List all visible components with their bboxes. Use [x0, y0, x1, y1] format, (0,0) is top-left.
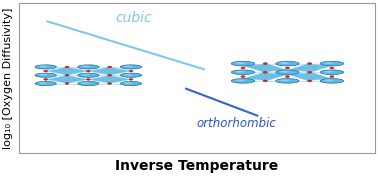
- Ellipse shape: [280, 62, 289, 64]
- Ellipse shape: [320, 61, 344, 66]
- Polygon shape: [89, 75, 130, 83]
- Circle shape: [44, 78, 48, 80]
- Circle shape: [108, 74, 112, 76]
- Ellipse shape: [231, 61, 255, 66]
- Circle shape: [129, 70, 133, 72]
- Circle shape: [65, 74, 69, 76]
- Ellipse shape: [280, 79, 289, 81]
- Circle shape: [330, 76, 334, 77]
- Polygon shape: [89, 67, 130, 75]
- Circle shape: [308, 71, 312, 73]
- Polygon shape: [46, 67, 87, 75]
- Ellipse shape: [235, 71, 245, 73]
- Ellipse shape: [35, 73, 56, 77]
- Circle shape: [65, 83, 69, 84]
- Polygon shape: [244, 73, 286, 81]
- Circle shape: [330, 67, 334, 69]
- Polygon shape: [289, 73, 330, 81]
- Ellipse shape: [276, 79, 299, 83]
- Ellipse shape: [324, 62, 334, 64]
- Ellipse shape: [78, 73, 99, 77]
- Ellipse shape: [39, 66, 47, 67]
- Polygon shape: [289, 64, 330, 72]
- Circle shape: [263, 80, 267, 82]
- Circle shape: [87, 70, 90, 72]
- Ellipse shape: [81, 82, 90, 84]
- Ellipse shape: [124, 74, 133, 76]
- Circle shape: [241, 76, 245, 77]
- Ellipse shape: [39, 74, 47, 76]
- Polygon shape: [46, 75, 87, 83]
- Circle shape: [263, 71, 267, 73]
- Text: orthorhombic: orthorhombic: [197, 117, 277, 130]
- Circle shape: [87, 78, 90, 80]
- Ellipse shape: [120, 81, 142, 86]
- Circle shape: [108, 66, 112, 68]
- Y-axis label: log₁₀ [Oxygen Diffusivity]: log₁₀ [Oxygen Diffusivity]: [3, 8, 14, 149]
- Ellipse shape: [81, 74, 90, 76]
- Ellipse shape: [276, 70, 299, 74]
- Ellipse shape: [124, 66, 133, 67]
- Circle shape: [108, 83, 112, 84]
- Ellipse shape: [280, 71, 289, 73]
- Ellipse shape: [81, 66, 90, 67]
- Ellipse shape: [39, 82, 47, 84]
- Ellipse shape: [235, 62, 245, 64]
- Ellipse shape: [124, 82, 133, 84]
- Circle shape: [263, 63, 267, 64]
- Ellipse shape: [320, 70, 344, 74]
- Ellipse shape: [120, 73, 142, 77]
- Circle shape: [285, 76, 290, 77]
- Text: cubic: cubic: [115, 11, 152, 25]
- Ellipse shape: [78, 65, 99, 69]
- Ellipse shape: [276, 61, 299, 66]
- Ellipse shape: [320, 79, 344, 83]
- Ellipse shape: [78, 81, 99, 86]
- Circle shape: [308, 63, 312, 64]
- Ellipse shape: [35, 81, 56, 86]
- Circle shape: [241, 67, 245, 69]
- Circle shape: [285, 67, 290, 69]
- Ellipse shape: [231, 70, 255, 74]
- X-axis label: Inverse Temperature: Inverse Temperature: [115, 159, 279, 172]
- Ellipse shape: [231, 79, 255, 83]
- Circle shape: [129, 78, 133, 80]
- Polygon shape: [244, 64, 286, 72]
- Ellipse shape: [324, 79, 334, 81]
- Circle shape: [44, 70, 48, 72]
- Ellipse shape: [324, 71, 334, 73]
- Circle shape: [65, 66, 69, 68]
- Ellipse shape: [120, 65, 142, 69]
- Ellipse shape: [35, 65, 56, 69]
- Ellipse shape: [235, 79, 245, 81]
- Circle shape: [308, 80, 312, 82]
